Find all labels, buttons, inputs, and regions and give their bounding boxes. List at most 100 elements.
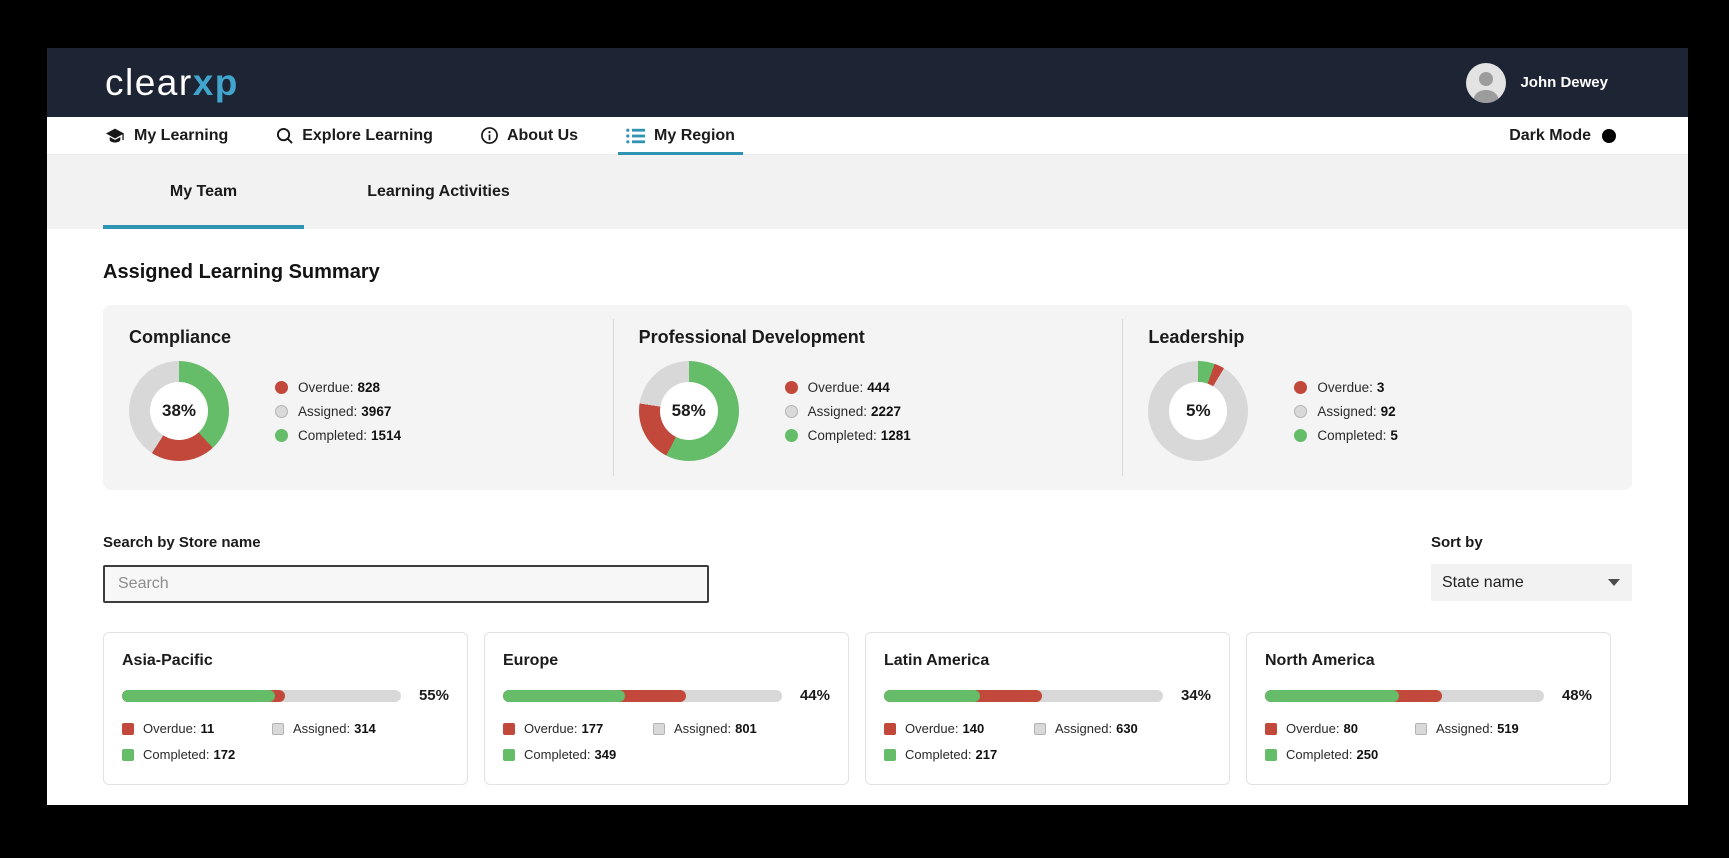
region-card-latin-america: Latin America 34% Overdue: 140 [865,632,1230,785]
app-window: clearxp John Dewey My Learning [47,48,1688,805]
legend-value: 217 [975,747,998,762]
legend-item-completed: Completed: 1281 [784,427,911,443]
progress-bar [1265,689,1544,702]
tab-label: Learning Activities [367,183,510,200]
legend-item-assigned: Assigned: 2227 [784,404,911,419]
legend-value: 314 [354,721,376,736]
overdue-square-icon [884,722,896,735]
avatar [1466,62,1507,103]
app-header: clearxp John Dewey [47,48,1688,117]
logo-text-clear: clear [105,62,193,103]
category-title: Leadership [1148,327,1245,347]
legend-item-completed: Completed: 250 [1265,747,1415,762]
legend-label: Assigned: [674,721,732,736]
legend-value: 177 [581,721,604,736]
legend-item-assigned: Assigned: 630 [1034,721,1211,736]
legend-item-overdue: Overdue: 140 [884,721,1034,736]
chevron-down-icon [1608,579,1620,586]
overdue-square-icon [503,722,515,735]
legend-item-overdue: Overdue: 828 [275,380,401,395]
list-controls: Search by Store name Sort by State name [103,534,1632,603]
sort-dropdown[interactable]: State name [1431,564,1632,601]
legend-value: 80 [1343,721,1358,736]
professional-development-donut-chart: 58% [638,361,739,461]
region-legend: Overdue: 80 Assigned: 519 Completed: 250 [1265,721,1592,762]
donut-legend: Overdue: 3 Assigned: 92 Completed: 5 [1294,380,1398,443]
nav-item-my-region[interactable]: My Region [618,117,743,155]
info-icon [481,127,498,144]
legend-value: 828 [357,379,381,395]
legend-item-completed: Completed: 1514 [275,428,401,443]
tab-my-team[interactable]: My Team [103,155,304,229]
dark-mode-toggle[interactable]: Dark Mode [1509,127,1616,145]
dark-mode-label: Dark Mode [1509,126,1591,144]
page-content: Assigned Learning Summary Compliance 38%… [47,261,1688,785]
legend-value: 349 [594,747,617,762]
search-label: Search by Store name [103,534,261,551]
page-title: Assigned Learning Summary [103,261,380,283]
overdue-square-icon [122,722,134,735]
legend-label: Overdue: [143,721,197,736]
region-percent: 48% [1561,687,1592,704]
legend-item-overdue: Overdue: 444 [784,380,911,395]
nav-item-about-us[interactable]: About Us [481,117,578,154]
legend-label: Completed: [807,427,877,443]
donut-legend: Overdue: 828 Assigned: 3967 Completed: 1… [275,380,401,443]
legend-item-assigned: Assigned: 801 [653,721,830,736]
region-card-europe: Europe 44% Overdue: 177 [484,632,849,785]
list-icon [626,128,646,143]
graduation-cap-icon [106,128,124,143]
donut-percent: 38% [161,401,197,420]
main-nav: My Learning Explore Learning About Us [47,117,1688,155]
region-percent: 44% [799,687,830,704]
legend-value: 801 [735,721,757,736]
nav-item-explore-learning[interactable]: Explore Learning [276,117,433,154]
legend-label: Completed: [905,747,972,762]
summary-category-professional-development: Professional Development 58% Overdue: 44… [612,305,1123,490]
search-input[interactable] [103,565,709,603]
completed-square-icon [884,748,896,761]
region-title: Latin America [884,652,990,669]
completed-bar-segment [884,689,980,702]
legend-item-completed: Completed: 217 [884,747,1034,762]
legend-item-assigned: Assigned: 92 [1294,404,1398,419]
leadership-donut-chart: 5% [1148,361,1249,461]
legend-item-overdue: Overdue: 11 [122,721,272,736]
nav-item-my-learning[interactable]: My Learning [105,117,228,154]
completed-bar-segment [1265,689,1400,702]
region-card-north-america: North America 48% Overdue: 80 [1246,632,1611,785]
search-block: Search by Store name [103,534,709,603]
assigned-learning-summary-panel: Compliance 38% Overdue: 828 Assigne [103,305,1632,490]
assigned-square-icon [653,722,665,735]
completed-bar-segment [122,689,275,702]
legend-label: Assigned: [1055,721,1113,736]
legend-label: Overdue: [1317,379,1373,395]
progress-bar [503,689,782,702]
completed-dot-icon [1294,428,1308,442]
legend-value: 1281 [880,427,911,443]
legend-value: 3 [1376,379,1385,395]
completed-dot-icon [784,428,798,442]
sort-label: Sort by [1431,534,1483,551]
clearxp-logo[interactable]: clearxp [105,64,239,101]
legend-value: 5 [1390,427,1398,443]
assigned-dot-icon [784,404,798,418]
person-icon [1473,71,1500,103]
donut-legend: Overdue: 444 Assigned: 2227 Completed: 1… [784,380,911,443]
legend-value: 92 [1380,403,1396,419]
assigned-square-icon [272,722,284,735]
completed-square-icon [503,748,515,761]
legend-label: Assigned: [298,403,358,419]
progress-bar [122,689,401,702]
summary-category-leadership: Leadership 5% Overdue: 3 Assigned: [1122,305,1632,490]
region-title: North America [1265,652,1375,669]
nav-label: Explore Learning [302,126,433,144]
completed-dot-icon [275,428,288,442]
user-menu[interactable]: John Dewey [1466,62,1608,103]
legend-value: 3967 [361,403,392,419]
legend-item-assigned: Assigned: 519 [1415,721,1592,736]
legend-label: Assigned: [1317,403,1377,419]
category-title: Professional Development [638,327,865,347]
tab-learning-activities[interactable]: Learning Activities [338,155,539,229]
region-cards: Asia-Pacific 55% Overdue: 11 [103,632,1632,785]
